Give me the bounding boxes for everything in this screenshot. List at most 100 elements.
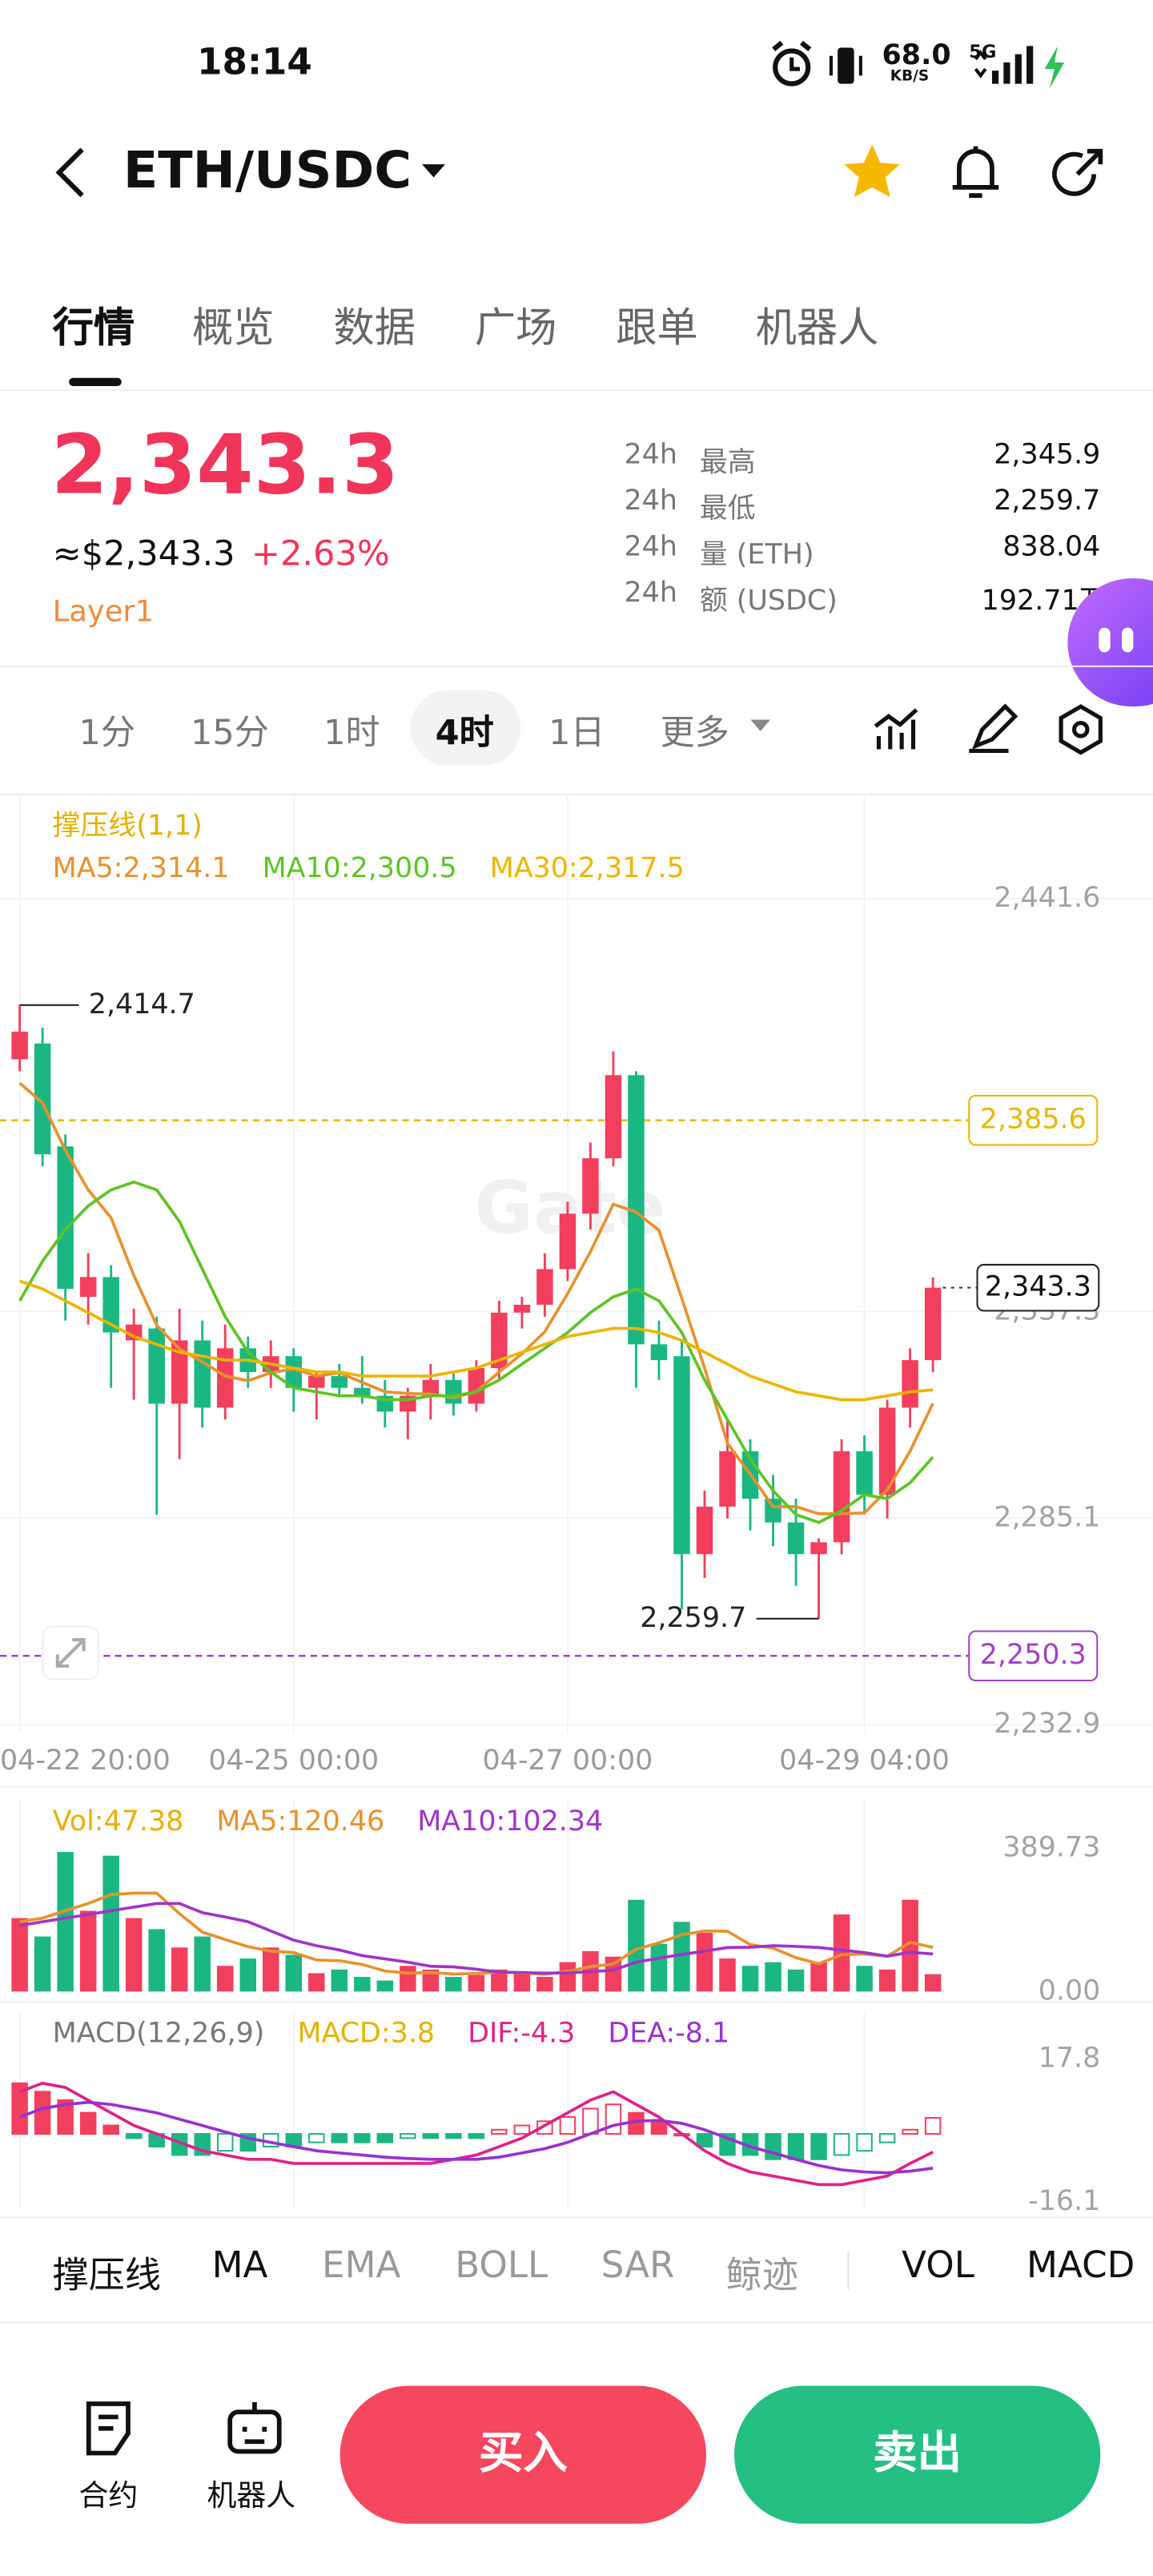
stat-label: 量 (ETH) (699, 538, 814, 572)
indicator-button[interactable]: MACD (1026, 2246, 1135, 2288)
interval-button[interactable]: 1日 (548, 713, 605, 753)
candle-body (331, 1375, 348, 1388)
separator (847, 2251, 850, 2291)
sell-button[interactable]: 卖出 (733, 2385, 1101, 2524)
tab[interactable]: 跟单 (616, 304, 698, 352)
network-type: 5G (969, 41, 997, 62)
nav-label[interactable]: 机器人 (207, 2479, 296, 2514)
last-price: 2,343.3 (50, 417, 400, 513)
divider (0, 665, 1153, 667)
stat-period: 24h (624, 530, 677, 564)
price-line-box (968, 1094, 1099, 1146)
nav-label[interactable]: 合约 (78, 2479, 139, 2514)
favorite-star[interactable] (841, 141, 903, 203)
indicator-button[interactable]: BOLL (455, 2246, 548, 2288)
volume-bar (308, 1973, 325, 1992)
volume-bar (491, 1969, 508, 1992)
macd-bar (445, 2133, 462, 2139)
y-tick-label: 2,285.1 (994, 1501, 1100, 1533)
last-price-box (976, 1263, 1100, 1312)
legend-item: DIF:-4.3 (468, 2017, 575, 2049)
low-label: 2,259.7 (640, 1602, 746, 1634)
legend-item: MA10:2,300.5 (263, 852, 457, 884)
macd-bar (559, 2115, 576, 2135)
indicator-line (18, 2081, 934, 2187)
candle-body (673, 1356, 690, 1555)
tab[interactable]: 数据 (333, 304, 416, 352)
volume-bar (79, 1910, 97, 1992)
candle-body (902, 1360, 918, 1408)
divider (0, 2321, 1153, 2324)
macd-bar (605, 2103, 622, 2135)
indicator-button[interactable]: 撑压线 (52, 2256, 162, 2297)
candle-body (559, 1214, 576, 1270)
y-tick-label: 2,232.9 (994, 1708, 1100, 1740)
indicator-button[interactable]: SAR (601, 2246, 675, 2288)
price-line-box (968, 1630, 1099, 1682)
volume-bar (765, 1962, 781, 1992)
indicator-line (19, 1902, 934, 1975)
volume-bar (513, 1973, 531, 1992)
contract-icon[interactable] (82, 2399, 139, 2458)
macd-bar (216, 2133, 234, 2152)
status-time: 18:14 (197, 42, 312, 84)
back-button[interactable] (50, 145, 99, 201)
legend-item: 撑压线(1,1) (53, 810, 203, 842)
candle-body (536, 1269, 553, 1305)
share-button[interactable] (1048, 145, 1107, 204)
volume-bar (171, 1947, 188, 1992)
indicator-button[interactable]: 鲸迹 (725, 2256, 798, 2297)
chart-tools[interactable] (870, 703, 1108, 756)
indicator-button[interactable]: EMA (322, 2246, 401, 2288)
interval-button[interactable]: 15分 (190, 713, 269, 753)
candle-body (513, 1304, 531, 1313)
tab[interactable]: 机器人 (755, 304, 879, 352)
candle-body (605, 1075, 622, 1159)
candle-body (102, 1277, 119, 1333)
candle-body (719, 1451, 736, 1507)
volume-bar (400, 1966, 416, 1992)
macd-bar (376, 2133, 394, 2143)
expand-button[interactable] (39, 1624, 102, 1683)
interval-more[interactable]: 更多 (660, 713, 729, 753)
pair-dropdown[interactable] (420, 161, 447, 181)
macd-bar (57, 2099, 74, 2135)
tab[interactable]: 行情 (52, 304, 135, 352)
volume-bar (833, 1914, 850, 1992)
interval-active-bg (410, 690, 521, 766)
candle-body (650, 1344, 668, 1361)
volume-bar (262, 1947, 279, 1992)
y-tick-label: -16.1 (1028, 2185, 1100, 2217)
robot-icon[interactable] (225, 2399, 284, 2458)
volume-bar (810, 1962, 827, 1992)
candle-body (308, 1375, 325, 1388)
tab[interactable]: 概览 (191, 304, 275, 352)
legend-item: MA5:120.46 (216, 1805, 384, 1837)
interval-button[interactable]: 1分 (78, 713, 135, 753)
interval-button[interactable]: 1时 (323, 713, 380, 753)
candle-body (491, 1312, 508, 1368)
assistant-bubble[interactable] (1067, 575, 1153, 710)
macd-bar (102, 2124, 119, 2135)
volume-bar (216, 1966, 234, 1992)
legend-item: MACD(12,26,9) (53, 2017, 265, 2049)
volume-bar (354, 1977, 371, 1992)
divider (0, 1785, 1153, 1788)
interval-button[interactable]: 4时 (435, 713, 494, 753)
volume-bar (536, 1977, 553, 1992)
indicator-button[interactable]: VOL (902, 2246, 974, 2288)
pair-title[interactable]: ETH/USDC (123, 141, 412, 201)
price-line-label: 2,385.6 (980, 1104, 1087, 1136)
volume-bar (148, 1929, 165, 1992)
buy-button[interactable]: 买入 (339, 2385, 707, 2524)
high-label: 2,414.7 (89, 988, 195, 1020)
volume-bar (696, 1933, 713, 1992)
alert-bell[interactable] (946, 141, 1006, 203)
candle-body (445, 1379, 462, 1404)
divider (0, 389, 1153, 392)
tab[interactable]: 广场 (474, 304, 557, 352)
volume-bar (902, 1899, 918, 1992)
candle-body (148, 1328, 165, 1404)
indicator-button[interactable]: MA (211, 2246, 268, 2288)
volume-bar (719, 1958, 736, 1992)
